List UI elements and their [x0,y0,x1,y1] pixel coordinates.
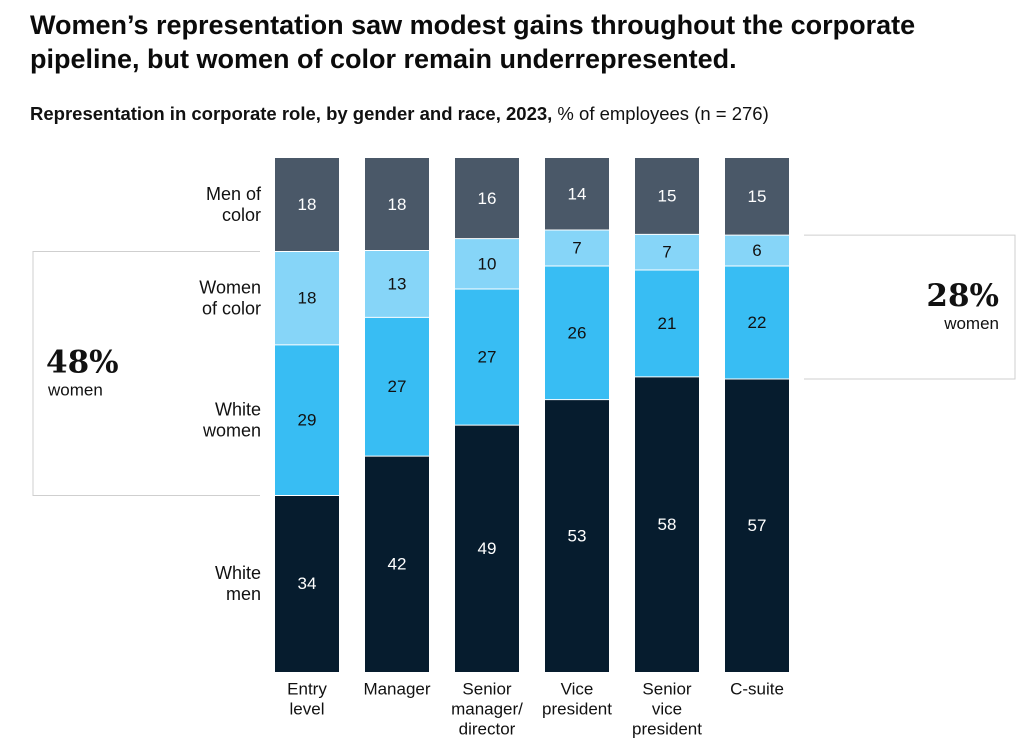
bar-segment [365,250,429,318]
bar-segment [455,425,519,672]
series-label-line: White [215,400,261,420]
data-label: 58 [658,515,677,534]
women-callout: 48%women [32,250,260,496]
chart-subtitle-unit: % of employees (n = 276) [552,103,769,124]
bar-segment [275,158,339,252]
bar-column: 57 22 6 15 [725,158,789,672]
data-label: 7 [662,243,671,262]
bar-segment [545,265,609,400]
category-label: Vice president [542,680,612,719]
bar-segment [275,495,339,672]
data-label: 6 [752,241,761,260]
series-label: White men [215,563,261,604]
bar-segment [545,399,609,672]
category-label-line: president [632,720,702,739]
category-label-line: Vice [561,680,594,699]
category-label: Senior manager/director [451,680,523,739]
callout-value: 48% [46,344,119,380]
bar-column: 53 26 7 14 [545,158,609,672]
callout-value: 28% [926,278,999,314]
bar-segment [545,158,609,230]
data-label: 18 [298,195,317,214]
bar-segment [275,251,339,345]
data-label: 15 [658,187,677,206]
callout-label: women [943,314,999,333]
category-label-line: president [542,700,612,719]
category-label-line: Entry [287,680,327,699]
chart-subtitle-bold: Representation in corporate role, by gen… [30,103,553,124]
bar-segment [455,289,519,426]
series-label-line: Men of [206,184,262,204]
data-label: 27 [478,348,497,367]
chart-subtitle: Representation in corporate role, by gen… [30,103,769,125]
category-label: Manager [363,680,430,699]
callout-bracket [804,234,1016,380]
bar-segment [635,376,699,672]
bar-segment [365,456,429,672]
data-label: 49 [478,539,497,558]
data-label: 57 [748,516,767,535]
category-label-line: vice [652,700,682,719]
bar-segment [635,158,699,235]
series-label: Men of color [206,184,262,225]
bar-segment [725,158,789,236]
series-label: White women [202,400,261,441]
data-label: 27 [388,377,407,396]
data-label: 53 [568,526,587,545]
series-label: Women of color [199,278,261,319]
women-callout: 28%women [804,234,1016,380]
chart-title-line-2: pipeline, but women of color remain unde… [30,44,737,74]
bar-segment [365,158,429,251]
series-label-line: women [202,421,261,441]
data-label: 34 [298,574,317,593]
bar-segment [275,344,339,496]
bar-segment [545,229,609,266]
bar-segment [455,158,519,239]
series-label-line: of color [202,299,261,319]
data-label: 22 [748,313,767,332]
series-label-line: color [222,205,261,225]
bar-segment [725,379,789,672]
data-label: 42 [388,555,407,574]
bar-segment [725,265,789,380]
data-label: 7 [572,238,581,257]
category-label-line: director [459,720,516,739]
category-label: C-suite [730,680,784,699]
series-label-line: White [215,563,261,583]
bar-column: 49 27 10 16 [455,158,519,672]
data-label: 10 [478,254,497,273]
category-label-line: manager/ [451,700,523,719]
category-label-line: Senior [462,680,511,699]
category-label-line: level [290,700,325,719]
bar-segment [635,234,699,270]
callout-bracket [32,250,260,496]
bar-segment [635,269,699,377]
callout-label: women [47,380,103,399]
category-label: Senior vice president [632,680,702,739]
bar-segment [365,317,429,457]
bar-column: 42 27 13 18 [365,158,429,672]
data-label: 26 [568,323,587,342]
category-label-line: Manager [363,680,430,699]
bar-column: 34 29 18 18 [275,158,339,672]
data-label: 21 [658,314,677,333]
chart-title: Women’s representation saw modest gains … [30,8,1020,76]
bar-column: 58 21 7 15 [635,158,699,672]
data-label: 16 [478,189,497,208]
bar-segment [455,238,519,290]
data-label: 14 [568,184,587,203]
category-label-line: C-suite [730,680,784,699]
series-label-line: Women [199,278,261,298]
data-label: 18 [388,195,407,214]
category-label: Entry level [287,680,327,719]
data-label: 18 [298,289,317,308]
chart-title-line-1: Women’s representation saw modest gains … [30,10,916,40]
bar-segment [725,235,789,266]
data-label: 29 [298,411,317,430]
data-label: 13 [388,274,407,293]
category-label-line: Senior [642,680,691,699]
data-label: 15 [748,187,767,206]
series-label-line: men [226,584,261,604]
